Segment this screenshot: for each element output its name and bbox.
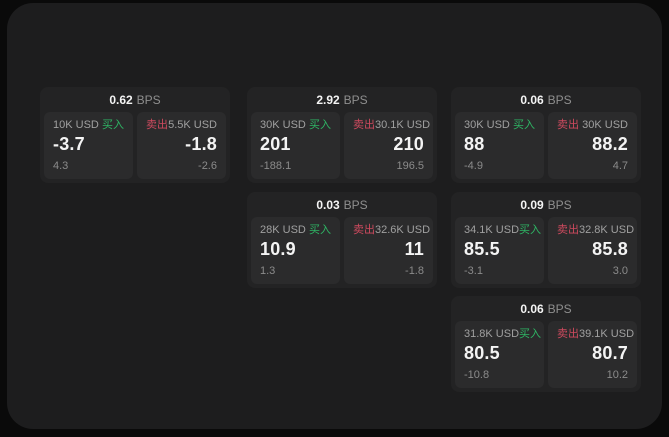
sell-side-label: 卖出: [353, 119, 375, 131]
sell-price: -1.8: [185, 134, 217, 154]
buy-cell[interactable]: 10K USD 买入 -3.7 4.3: [44, 112, 133, 179]
sell-side-label: 卖出: [146, 119, 168, 131]
sell-price: 11: [404, 239, 424, 259]
quote-body: 10K USD 买入 -3.7 4.3 卖出 5.5K USD -1.8 -2.…: [40, 112, 230, 183]
sell-delta: -1.8: [405, 265, 424, 277]
sell-amount: 5.5K USD: [168, 119, 217, 131]
sell-price: 80.7: [592, 343, 628, 363]
quote-card[interactable]: 0.09 BPS 34.1K USD 买入 85.5 -3.1 卖出 32.8K…: [451, 192, 641, 288]
bps-value: 0.09: [520, 197, 544, 212]
buy-price: 88: [464, 134, 485, 154]
bps-unit-label: BPS: [547, 301, 572, 316]
bps-value: 0.62: [109, 92, 133, 107]
buy-amount: 10K USD: [53, 119, 99, 131]
sell-amount: 32.8K USD: [579, 224, 635, 236]
buy-amount: 28K USD: [260, 224, 306, 236]
sell-cell[interactable]: 卖出 32.8K USD 85.8 3.0: [548, 217, 637, 284]
sell-side-label: 卖出: [557, 119, 579, 131]
buy-amount: 30K USD: [260, 119, 306, 131]
buy-price: 80.5: [464, 343, 500, 363]
sell-cell[interactable]: 卖出 39.1K USD 80.7 10.2: [548, 321, 637, 388]
sell-side-label: 卖出: [557, 328, 579, 340]
buy-delta: 1.3: [260, 265, 276, 277]
buy-delta: -188.1: [260, 160, 292, 172]
sell-delta: 196.5: [396, 160, 424, 172]
buy-cell[interactable]: 31.8K USD 买入 80.5 -10.8: [455, 321, 544, 388]
quote-card[interactable]: 2.92 BPS 30K USD 买入 201 -188.1 卖出 30.1K …: [247, 87, 437, 183]
buy-price: 85.5: [464, 239, 500, 259]
buy-side-label: 买入: [513, 119, 535, 131]
buy-price: 201: [260, 134, 291, 154]
bps-value: 2.92: [316, 92, 340, 107]
buy-amount: 31.8K USD: [464, 328, 520, 340]
buy-side-label: 买入: [519, 328, 542, 340]
quote-card[interactable]: 0.06 BPS 31.8K USD 买入 80.5 -10.8 卖出 39.1…: [451, 296, 641, 392]
buy-cell[interactable]: 34.1K USD 买入 85.5 -3.1: [455, 217, 544, 284]
sell-side-label: 卖出: [353, 224, 375, 236]
bps-unit-label: BPS: [343, 92, 368, 107]
buy-cell[interactable]: 28K USD 买入 10.9 1.3: [251, 217, 340, 284]
buy-price: 10.9: [260, 239, 296, 259]
quote-body: 30K USD 买入 88 -4.9 卖出 30K USD 88.2 4.7: [451, 112, 641, 183]
bps-value: 0.06: [520, 301, 544, 316]
sell-side-label: 卖出: [557, 224, 579, 236]
sell-price: 85.8: [592, 239, 628, 259]
bps-header: 0.09 BPS: [451, 192, 641, 217]
bps-value: 0.06: [520, 92, 544, 107]
sell-delta: -2.6: [198, 160, 217, 172]
buy-side-label: 买入: [519, 224, 542, 236]
buy-delta: -10.8: [464, 369, 490, 381]
sell-cell[interactable]: 卖出 5.5K USD -1.8 -2.6: [137, 112, 226, 179]
quote-body: 31.8K USD 买入 80.5 -10.8 卖出 39.1K USD 80.…: [451, 321, 641, 392]
sell-amount: 30K USD: [582, 119, 628, 131]
quote-body: 34.1K USD 买入 85.5 -3.1 卖出 32.8K USD 85.8…: [451, 217, 641, 288]
bps-header: 0.62 BPS: [40, 87, 230, 112]
sell-delta: 10.2: [606, 369, 628, 381]
buy-side-label: 买入: [102, 119, 124, 131]
sell-cell[interactable]: 卖出 32.6K USD 11 -1.8: [344, 217, 433, 284]
bps-unit-label: BPS: [547, 92, 572, 107]
bps-value: 0.03: [316, 197, 340, 212]
bps-unit-label: BPS: [547, 197, 572, 212]
buy-cell[interactable]: 30K USD 买入 201 -188.1: [251, 112, 340, 179]
sell-price: 210: [393, 134, 424, 154]
buy-side-label: 买入: [309, 119, 331, 131]
bps-header: 0.06 BPS: [451, 87, 641, 112]
buy-delta: -3.1: [464, 265, 483, 277]
bps-header: 0.06 BPS: [451, 296, 641, 321]
buy-cell[interactable]: 30K USD 买入 88 -4.9: [455, 112, 544, 179]
buy-price: -3.7: [53, 134, 85, 154]
bps-header: 2.92 BPS: [247, 87, 437, 112]
sell-price: 88.2: [592, 134, 628, 154]
sell-delta: 3.0: [612, 265, 628, 277]
sell-cell[interactable]: 卖出 30.1K USD 210 196.5: [344, 112, 433, 179]
bps-unit-label: BPS: [343, 197, 368, 212]
sell-amount: 32.6K USD: [375, 224, 431, 236]
quote-card[interactable]: 0.62 BPS 10K USD 买入 -3.7 4.3 卖出 5.5K USD…: [40, 87, 230, 183]
quote-body: 28K USD 买入 10.9 1.3 卖出 32.6K USD 11 -1.8: [247, 217, 437, 288]
sell-delta: 4.7: [612, 160, 628, 172]
quote-card[interactable]: 0.03 BPS 28K USD 买入 10.9 1.3 卖出 32.6K US…: [247, 192, 437, 288]
bps-header: 0.03 BPS: [247, 192, 437, 217]
sell-amount: 30.1K USD: [375, 119, 431, 131]
buy-amount: 34.1K USD: [464, 224, 520, 236]
sell-cell[interactable]: 卖出 30K USD 88.2 4.7: [548, 112, 637, 179]
quote-card[interactable]: 0.06 BPS 30K USD 买入 88 -4.9 卖出 30K USD 8…: [451, 87, 641, 183]
quote-body: 30K USD 买入 201 -188.1 卖出 30.1K USD 210 1…: [247, 112, 437, 183]
buy-side-label: 买入: [309, 224, 331, 236]
buy-amount: 30K USD: [464, 119, 510, 131]
buy-delta: 4.3: [53, 160, 69, 172]
sell-amount: 39.1K USD: [579, 328, 635, 340]
buy-delta: -4.9: [464, 160, 483, 172]
bps-unit-label: BPS: [136, 92, 161, 107]
app-panel: 0.62 BPS 10K USD 买入 -3.7 4.3 卖出 5.5K USD…: [7, 3, 662, 429]
